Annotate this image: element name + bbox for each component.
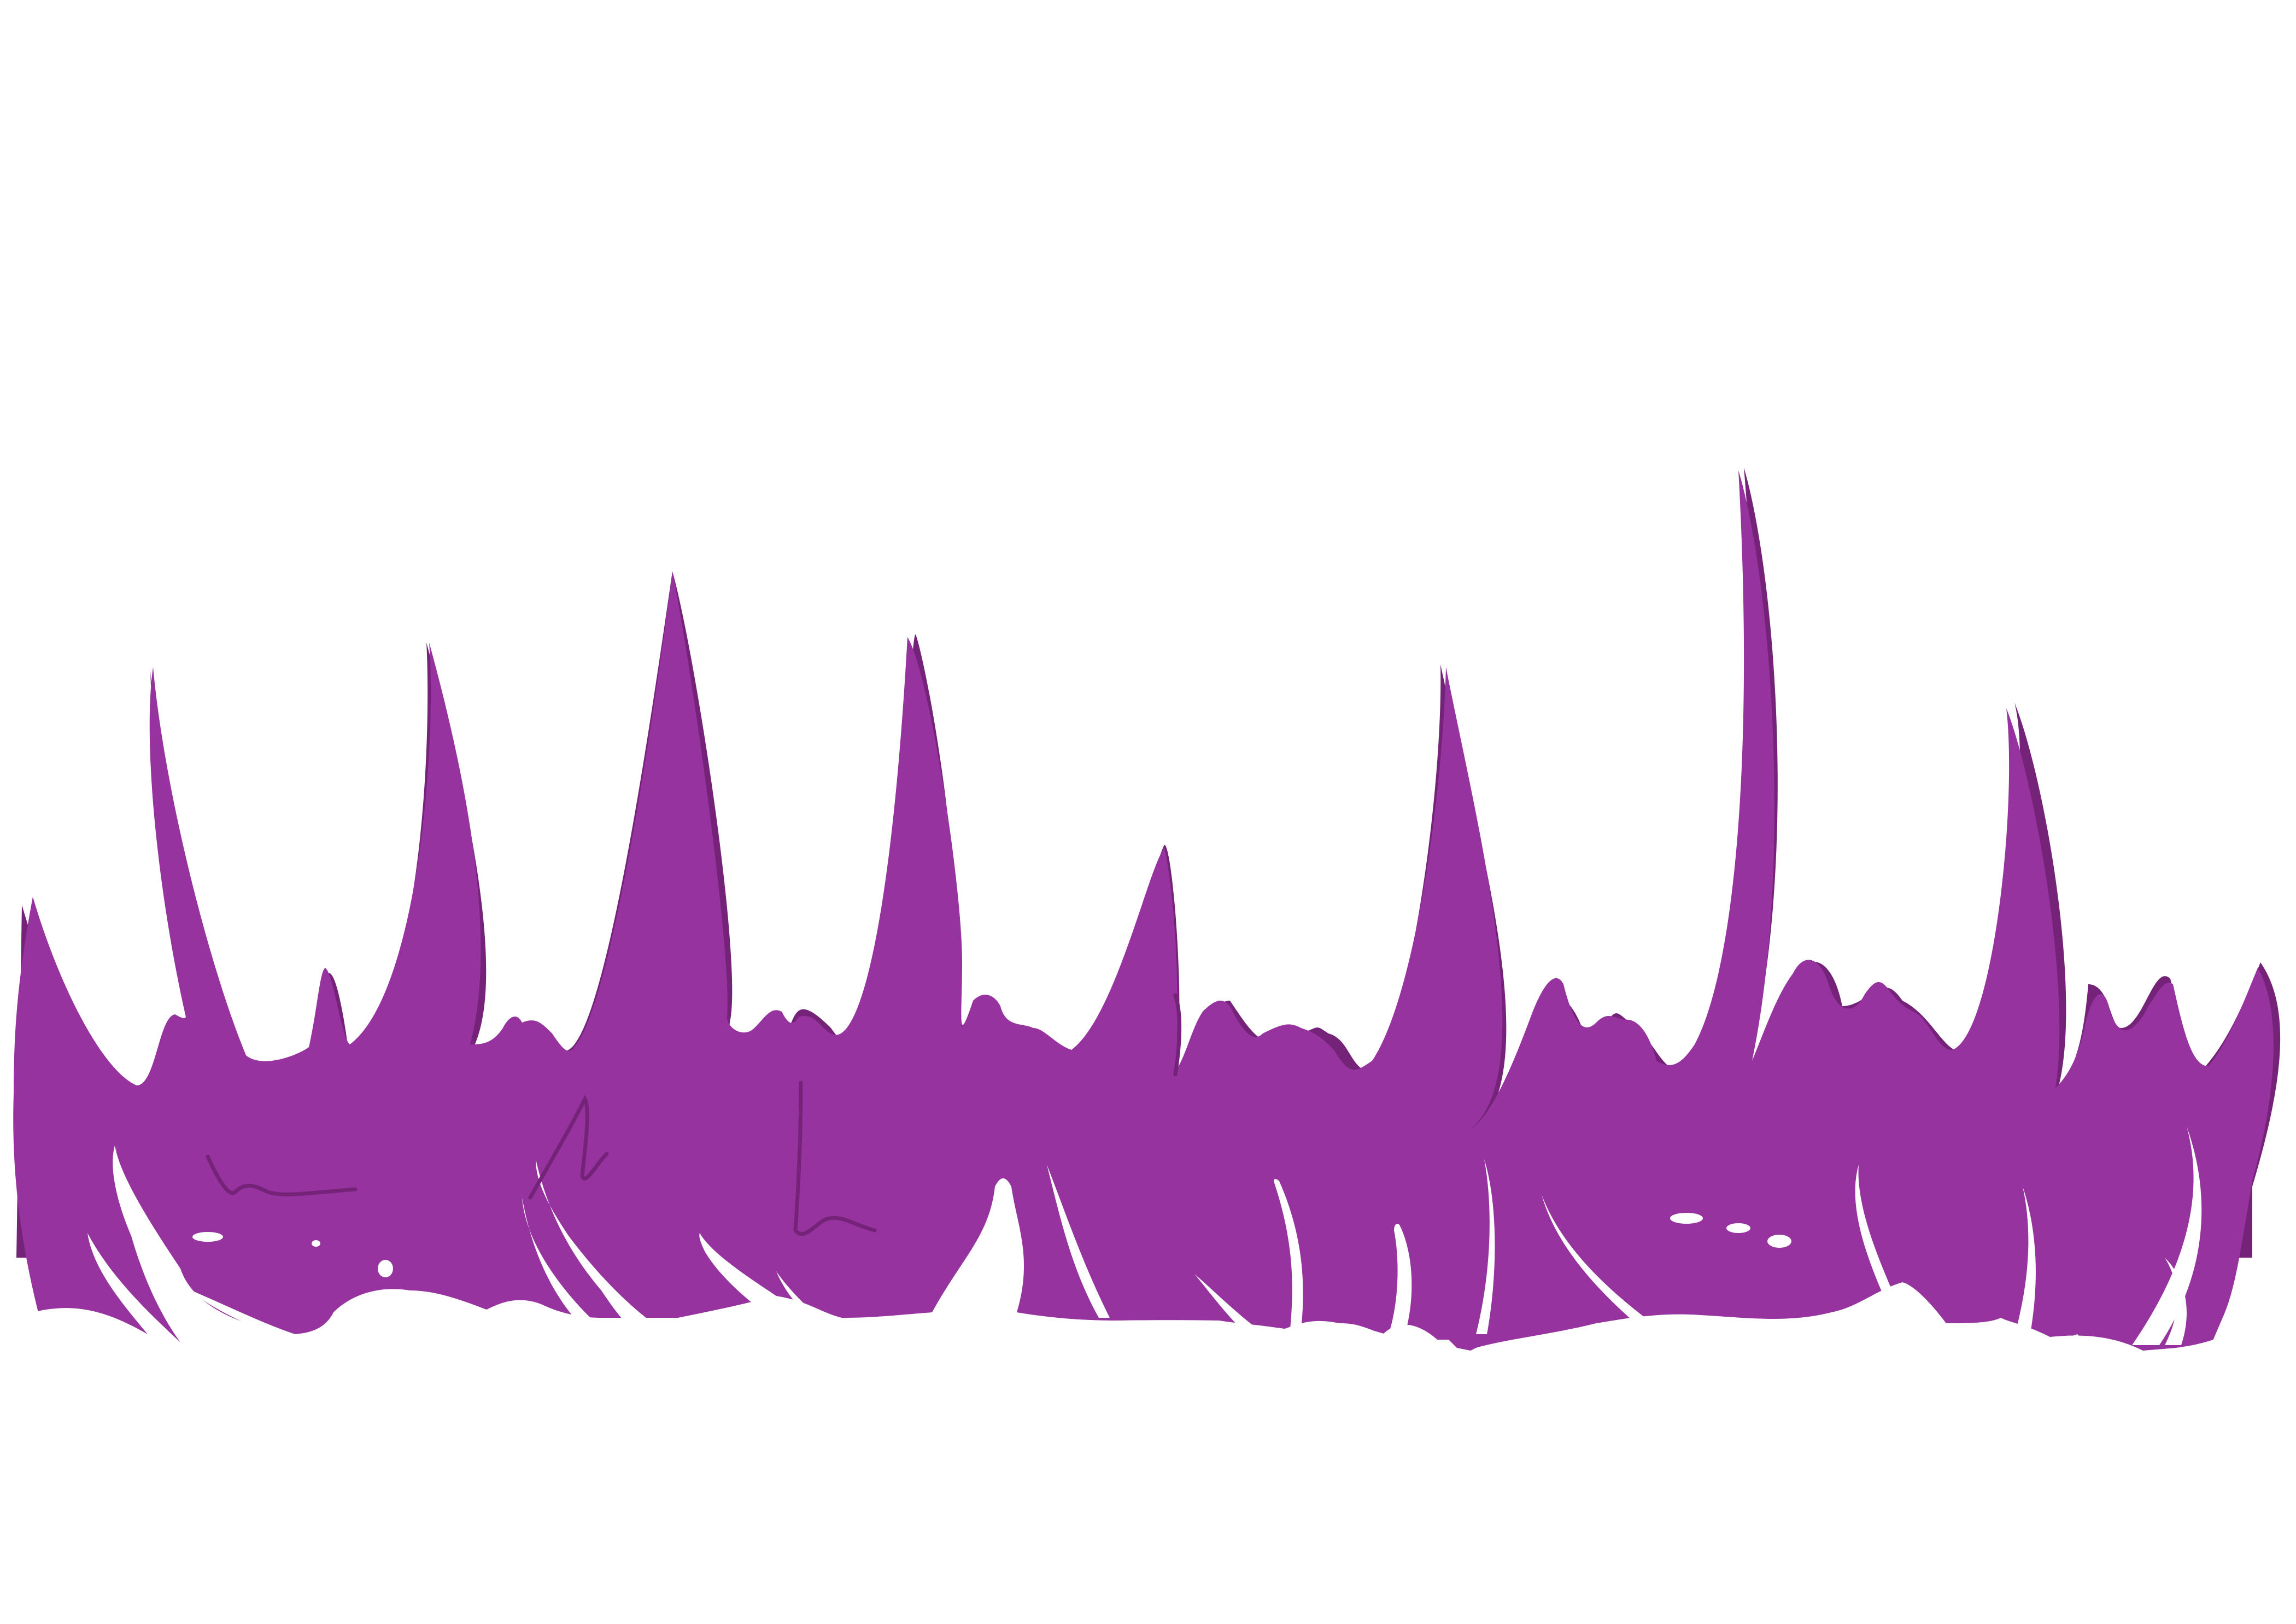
white-blade-5 (699, 1233, 809, 1329)
inner-strokes (206, 993, 1181, 1236)
white-blade-16 (2165, 1258, 2187, 1345)
white-specks (192, 1213, 1791, 1277)
ground-white-edge (0, 1146, 2296, 1624)
speck-6 (1767, 1235, 1791, 1248)
white-blade-11 (1476, 1159, 1495, 1334)
inner-stroke-1 (206, 1154, 358, 1196)
white-blade-13 (1855, 1165, 1897, 1301)
white-blade-9 (1274, 1179, 1303, 1329)
inner-stroke-3 (793, 1080, 877, 1236)
white-blade-15 (2132, 1126, 2202, 1345)
speck-3 (378, 1260, 393, 1277)
speck-5 (1726, 1223, 1750, 1233)
speck-2 (312, 1240, 320, 1247)
white-blade-10 (1389, 1224, 1412, 1334)
inner-stroke-2 (528, 1095, 609, 1200)
white-blade-14 (2012, 1187, 2036, 1345)
inner-stroke-4 (1173, 993, 1181, 1077)
white-blade-4 (522, 1197, 640, 1345)
grass-body (13, 470, 2274, 1356)
speck-1 (192, 1232, 223, 1242)
white-blade-highlights (115, 1126, 2202, 1345)
speck-4 (1670, 1213, 1703, 1224)
